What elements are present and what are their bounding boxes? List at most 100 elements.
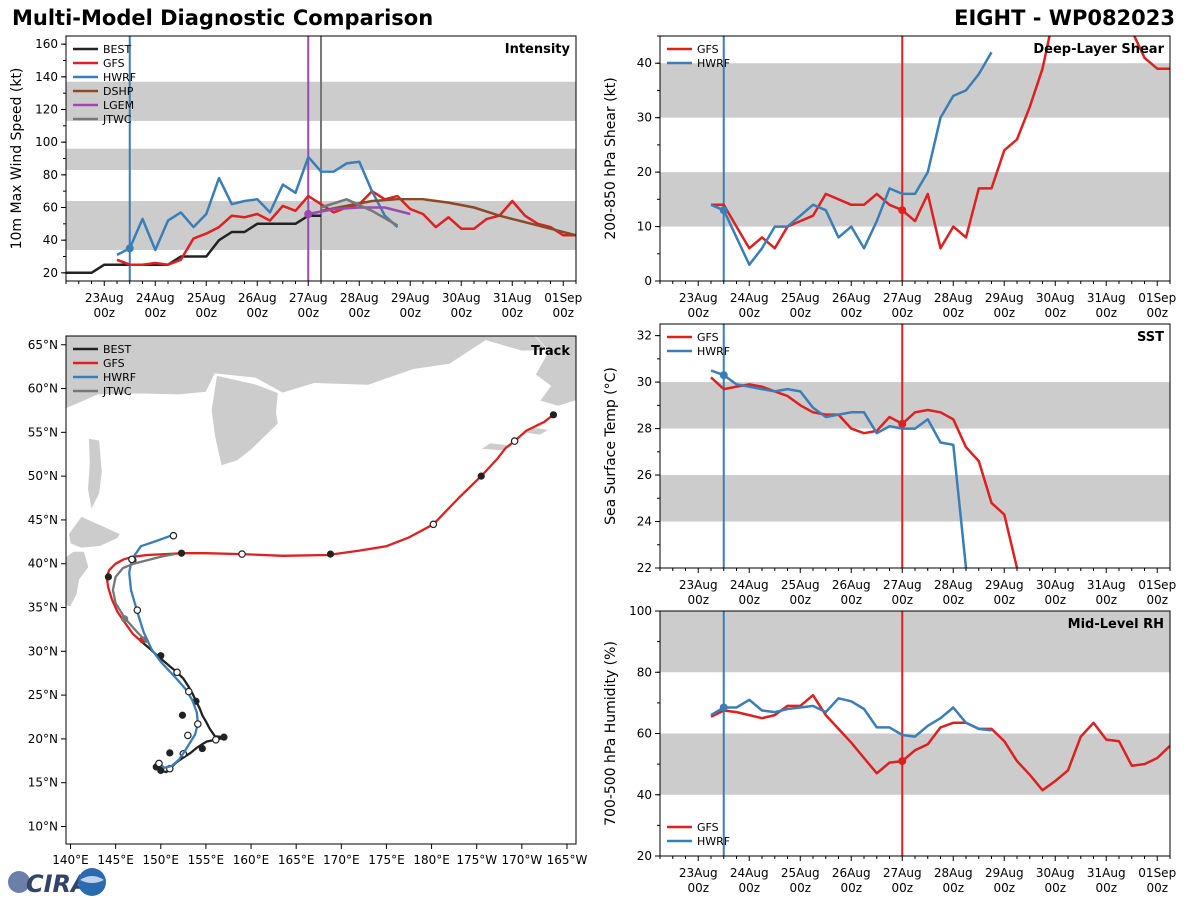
track-ytick-label: 60°N xyxy=(28,382,58,396)
cira-logo: CIRA xyxy=(8,868,106,898)
rh-xtick-label-hour: 00z xyxy=(942,881,964,895)
rh-panel: 2040608010023Aug00z24Aug00z25Aug00z26Aug… xyxy=(603,604,1176,895)
track-axes-frame xyxy=(65,335,577,845)
sst-threshold-band xyxy=(660,475,1170,522)
intensity-ytick-label: 100 xyxy=(35,135,58,149)
track-point-best xyxy=(198,744,206,753)
track-xtick-label: 165°E xyxy=(278,853,315,867)
track-point-open-hwrf xyxy=(155,759,163,768)
intensity-legend-label-lgem: LGEM xyxy=(103,99,134,112)
sst-xtick-label-date: 31Aug xyxy=(1087,578,1126,592)
track-xtick-label: 175°W xyxy=(456,853,497,867)
shear-xtick-label-hour: 00z xyxy=(993,306,1015,320)
track-line-hwrf xyxy=(128,533,199,769)
shear-xtick-label-date: 28Aug xyxy=(934,291,973,305)
track-xtick-label: 170°W xyxy=(501,853,542,867)
shear-legend-label-gfs: GFS xyxy=(697,43,719,56)
rh-xtick-label-hour: 00z xyxy=(1146,881,1168,895)
shear-xtick-label-date: 31Aug xyxy=(1087,291,1126,305)
shear-xtick-label-hour: 00z xyxy=(687,306,709,320)
shear-threshold-band xyxy=(660,172,1170,227)
rh-xtick-label-date: 24Aug xyxy=(730,866,769,880)
rh-xtick-label-hour: 00z xyxy=(1095,881,1117,895)
intensity-xtick-label-date: 24Aug xyxy=(136,291,175,305)
shear-xtick-label-date: 27Aug xyxy=(883,291,922,305)
intensity-xtick-label-hour: 00z xyxy=(93,306,115,320)
sst-xtick-label-date: 01Sep xyxy=(1138,578,1176,592)
track-point-open-hwrf xyxy=(184,731,192,740)
storm-name-title: EIGHT - WP082023 xyxy=(954,6,1175,30)
shear-xtick-label-hour: 00z xyxy=(840,306,862,320)
shear-panel: 01020304023Aug00z24Aug00z25Aug00z26Aug00… xyxy=(603,35,1176,320)
track-point-open-hwrf xyxy=(184,687,193,696)
track-point-open-gfs xyxy=(510,437,519,445)
rh-xtick-label-hour: 00z xyxy=(789,881,811,895)
track-point-gfs xyxy=(177,549,186,557)
rh-ytick-label: 40 xyxy=(637,788,652,802)
sst-xtick-label-hour: 00z xyxy=(993,593,1015,607)
intensity-xtick-label-hour: 00z xyxy=(501,306,523,320)
intensity-xtick-label-hour: 00z xyxy=(144,306,166,320)
track-point-best xyxy=(166,749,174,757)
rh-ytick-label: 80 xyxy=(637,665,652,679)
hokkaido-landmass xyxy=(68,516,121,549)
sst-ylabel: Sea Surface Temp (°C) xyxy=(603,367,619,525)
shear-marker-gfs xyxy=(898,206,907,215)
track-point-open-hwrf xyxy=(169,531,178,540)
track-point-best xyxy=(220,733,228,741)
track-point-gfs xyxy=(104,573,113,581)
rh-xtick-label-hour: 00z xyxy=(738,881,760,895)
sst-ytick-label: 28 xyxy=(637,422,652,436)
intensity-xtick-label-hour: 00z xyxy=(450,306,472,320)
shear-ytick-label: 0 xyxy=(644,274,652,288)
sst-ytick-label: 24 xyxy=(637,515,652,529)
sst-xtick-label-hour: 00z xyxy=(840,593,862,607)
sst-xtick-label-date: 29Aug xyxy=(985,578,1024,592)
shear-xtick-label-hour: 00z xyxy=(789,306,811,320)
track-panel: 140°E 145°E 150°E 155°E 160°E 165°E 170°E 175°E… xyxy=(28,335,587,867)
rh-ytick-label: 100 xyxy=(629,604,652,618)
rh-xtick-label-date: 29Aug xyxy=(985,866,1024,880)
cira-logo-globe-icon xyxy=(8,871,30,893)
page-title: Multi-Model Diagnostic Comparison xyxy=(12,6,434,30)
rh-threshold-band xyxy=(660,611,1170,673)
track-xtick-label: 150°E xyxy=(143,853,180,867)
track-point-gfs xyxy=(549,411,558,419)
rh-xtick-label-date: 25Aug xyxy=(781,866,820,880)
track-line-gfs xyxy=(105,413,555,644)
shear-panel-title: Deep-Layer Shear xyxy=(1033,42,1164,57)
intensity-xtick-label-hour: 00z xyxy=(552,306,574,320)
sst-series-gfs xyxy=(710,376,1019,568)
intensity-xtick-label-date: 26Aug xyxy=(238,291,277,305)
rh-xtick-label-hour: 00z xyxy=(840,881,862,895)
intensity-ytick-label: 20 xyxy=(43,266,58,280)
intensity-xtick-label-hour: 00z xyxy=(399,306,421,320)
sst-panel-title: SST xyxy=(1137,330,1164,345)
intensity-legend-label-hwrf: HWRF xyxy=(103,71,136,84)
track-legend-label-gfs: GFS xyxy=(103,357,125,370)
shear-ylabel: 200-850 hPa Shear (kt) xyxy=(603,77,619,239)
intensity-xtick-label-date: 01Sep xyxy=(544,291,582,305)
rh-ytick-label: 20 xyxy=(637,849,652,863)
shear-xtick-label-date: 01Sep xyxy=(1138,291,1176,305)
shear-xtick-label-hour: 00z xyxy=(738,306,760,320)
sst-legend-label-hwrf: HWRF xyxy=(697,345,730,358)
sst-xtick-label-date: 25Aug xyxy=(781,578,820,592)
rh-xtick-label-hour: 00z xyxy=(993,881,1015,895)
sst-xtick-label-date: 24Aug xyxy=(730,578,769,592)
kamchatka-landmass xyxy=(210,375,279,466)
track-ytick-label: 50°N xyxy=(28,469,58,483)
intensity-xtick-label-hour: 00z xyxy=(297,306,319,320)
track-ytick-label: 20°N xyxy=(28,732,58,746)
sst-series-hwrf xyxy=(710,369,968,568)
intensity-xtick-label-date: 27Aug xyxy=(289,291,328,305)
intensity-ytick-label: 40 xyxy=(43,233,58,247)
rh-ytick-label: 60 xyxy=(637,727,652,741)
rh-xtick-label-date: 31Aug xyxy=(1087,866,1126,880)
shear-legend-label-hwrf: HWRF xyxy=(697,57,730,70)
shear-xtick-label-hour: 00z xyxy=(1146,306,1168,320)
rh-panel-title: Mid-Level RH xyxy=(1068,617,1164,632)
rh-series-hwrf xyxy=(710,697,992,738)
intensity-legend-label-dshp: DSHP xyxy=(103,85,134,98)
intensity-xtick-label-hour: 00z xyxy=(246,306,268,320)
